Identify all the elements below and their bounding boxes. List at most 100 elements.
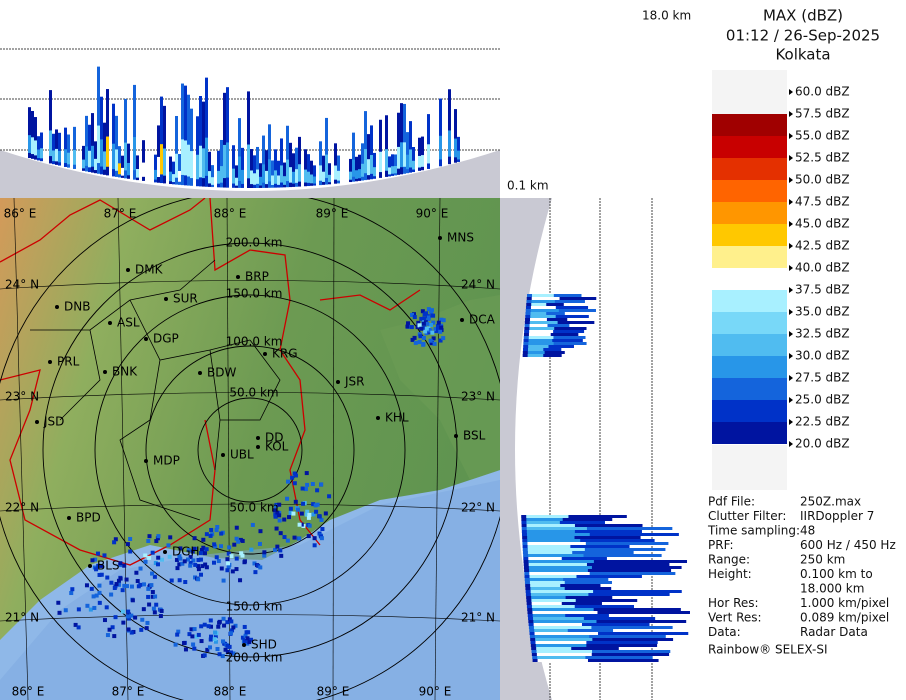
echo [196,632,201,637]
echo [297,536,302,541]
echo [85,146,88,166]
echo [128,536,133,541]
echo [405,324,410,329]
echo [55,129,58,165]
echo [531,596,566,599]
echo [525,584,601,587]
city-marker [263,352,267,356]
echo [364,111,367,181]
echo [247,91,250,188]
echo [528,560,594,563]
echo [325,117,328,185]
echo [186,557,191,562]
city-label: SUR [173,292,198,306]
info-value: 250 km [800,553,845,567]
echo [147,534,152,539]
echo [312,543,317,548]
echo [219,531,224,536]
echo [259,163,262,188]
echo [99,563,104,568]
echo [113,537,118,542]
city-marker [221,453,225,457]
info-value: 600 Hz / 450 Hz [800,538,896,552]
echo [193,562,198,567]
echo [300,486,305,491]
echo [533,620,597,623]
echo [90,558,95,563]
echo [454,109,457,163]
echo [419,326,424,331]
echo [160,144,163,175]
echo [379,151,382,173]
echo [173,642,178,647]
echo [421,155,424,167]
echo [295,169,298,183]
echo [409,149,412,168]
lon-label: 86° E [4,207,37,221]
echo [73,622,78,627]
echo [120,588,125,593]
echo [275,510,280,515]
city-marker [454,434,458,438]
echo [528,554,584,557]
echo [262,164,265,183]
echo [352,132,355,182]
echo [97,125,100,164]
echo [82,145,85,171]
echo [232,145,235,188]
echo [94,567,99,572]
city-marker [164,297,168,301]
echo [441,318,446,323]
echo [325,154,328,178]
echo [526,533,590,536]
echo [297,522,302,527]
echo [358,154,361,181]
echo [214,555,219,560]
echo [523,557,607,560]
echo [304,149,307,187]
echo [352,159,355,177]
echo [226,87,229,188]
echo [234,525,239,530]
legend-tick [789,133,793,139]
echo [448,130,451,157]
echo [152,574,157,579]
echo [189,627,194,632]
echo [196,564,201,569]
lon-label: 86° E [12,685,45,699]
lat-label: 22° N [461,501,495,515]
echo [92,605,97,610]
echo [220,654,225,659]
echo [211,177,214,185]
echo [172,161,175,185]
echo [91,145,94,167]
echo [528,617,656,620]
echo [114,582,119,587]
echo [154,602,159,607]
echo [186,547,191,552]
echo [304,471,309,476]
legend-tick [789,287,793,293]
echo [426,315,431,320]
echo [524,572,676,575]
legend-label: 42.5 dBZ [795,239,850,253]
echo [526,527,587,530]
echo [149,583,154,588]
echo [182,641,187,646]
echo [306,534,311,539]
city-marker [460,318,464,322]
echo [524,330,585,333]
echo [531,653,670,656]
info-value: Radar Data [800,625,868,639]
echo [430,313,435,318]
echo [105,633,110,638]
info-value: 0.089 km/pixel [800,611,889,625]
echo [532,608,594,611]
echo [144,626,149,631]
city-label: ASL [117,316,140,330]
echo [278,531,283,536]
echo [436,320,441,325]
echo [103,122,106,175]
echo [299,511,304,516]
